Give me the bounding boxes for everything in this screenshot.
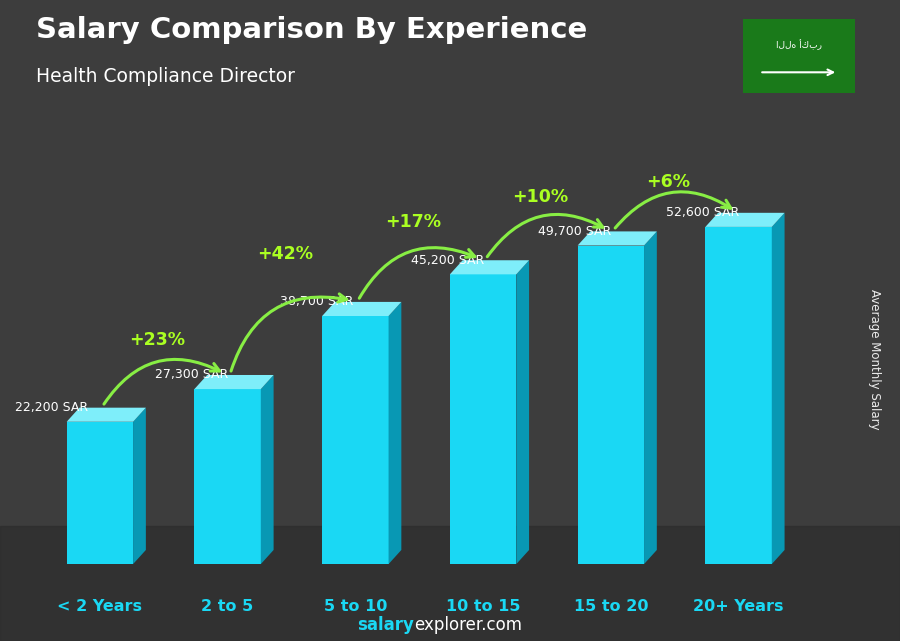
Text: Salary Comparison By Experience: Salary Comparison By Experience (36, 16, 587, 44)
Text: +6%: +6% (646, 172, 690, 190)
Text: 38,700 SAR: 38,700 SAR (280, 296, 354, 308)
Text: 20+ Years: 20+ Years (693, 599, 784, 614)
Text: +10%: +10% (512, 188, 569, 206)
Text: 2 to 5: 2 to 5 (202, 599, 254, 614)
Text: 10 to 15: 10 to 15 (446, 599, 520, 614)
Bar (450, 274, 517, 564)
Polygon shape (133, 408, 146, 564)
Bar (194, 389, 261, 564)
Polygon shape (706, 213, 785, 227)
Bar (0, 526, 900, 641)
Text: 45,200 SAR: 45,200 SAR (410, 254, 484, 267)
Text: < 2 Years: < 2 Years (58, 599, 142, 614)
Polygon shape (194, 375, 274, 389)
Text: Health Compliance Director: Health Compliance Director (36, 67, 295, 87)
Text: 49,700 SAR: 49,700 SAR (538, 225, 612, 238)
Text: 5 to 10: 5 to 10 (324, 599, 387, 614)
Text: +42%: +42% (257, 246, 313, 263)
Polygon shape (644, 231, 657, 564)
Bar (706, 227, 772, 564)
Polygon shape (517, 260, 529, 564)
Text: salary: salary (357, 616, 414, 634)
Text: الله أكبر: الله أكبر (776, 40, 822, 51)
Text: +17%: +17% (385, 213, 441, 231)
Bar (578, 246, 644, 564)
Polygon shape (261, 375, 274, 564)
Text: 52,600 SAR: 52,600 SAR (666, 206, 740, 219)
Polygon shape (772, 213, 785, 564)
Text: +23%: +23% (130, 331, 185, 349)
Polygon shape (450, 260, 529, 274)
Polygon shape (322, 302, 401, 316)
Text: 15 to 20: 15 to 20 (573, 599, 648, 614)
Text: 27,300 SAR: 27,300 SAR (155, 369, 229, 381)
Bar (67, 422, 133, 564)
Polygon shape (389, 302, 401, 564)
Text: explorer.com: explorer.com (414, 616, 522, 634)
Polygon shape (67, 408, 146, 422)
Text: Average Monthly Salary: Average Monthly Salary (868, 288, 881, 429)
Text: 22,200 SAR: 22,200 SAR (14, 401, 88, 414)
Polygon shape (578, 231, 657, 246)
Bar (322, 316, 389, 564)
